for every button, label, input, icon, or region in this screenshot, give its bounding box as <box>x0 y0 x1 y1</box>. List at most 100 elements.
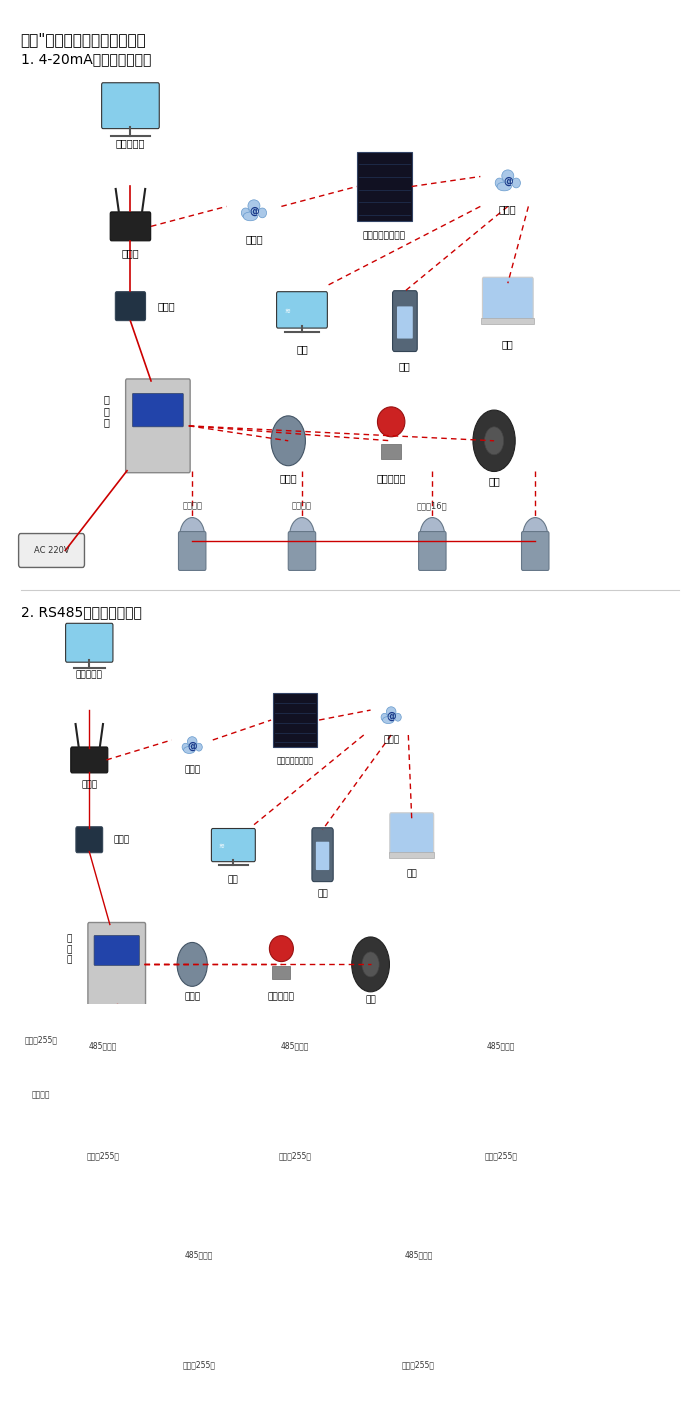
Ellipse shape <box>258 208 267 218</box>
Circle shape <box>35 1103 55 1131</box>
Text: 单机版电脑: 单机版电脑 <box>76 670 103 680</box>
FancyBboxPatch shape <box>482 277 533 321</box>
FancyBboxPatch shape <box>229 1114 251 1145</box>
Text: 1. 4-20mA信号连接系统图: 1. 4-20mA信号连接系统图 <box>21 52 151 66</box>
Text: 通
讯
线: 通 讯 线 <box>104 394 109 428</box>
Text: 可连接255台: 可连接255台 <box>183 1361 216 1369</box>
Text: 信号输出: 信号输出 <box>292 502 312 511</box>
Text: 路由器: 路由器 <box>81 779 97 789</box>
Text: 可连接255台: 可连接255台 <box>484 1151 517 1159</box>
FancyBboxPatch shape <box>326 1324 347 1355</box>
FancyBboxPatch shape <box>94 936 139 965</box>
Text: 互联网: 互联网 <box>245 235 262 245</box>
Ellipse shape <box>497 182 512 191</box>
FancyBboxPatch shape <box>490 1114 512 1145</box>
FancyBboxPatch shape <box>357 152 412 221</box>
Text: 安帕尔网络服务器: 安帕尔网络服务器 <box>363 231 406 241</box>
FancyBboxPatch shape <box>389 851 435 858</box>
Text: 485中继器: 485中继器 <box>486 1041 515 1050</box>
Text: 可连接16个: 可连接16个 <box>417 502 447 511</box>
Text: 485中继器: 485中继器 <box>405 1251 433 1259</box>
Circle shape <box>437 1103 456 1131</box>
FancyBboxPatch shape <box>273 692 317 747</box>
FancyBboxPatch shape <box>479 1057 523 1082</box>
Text: 通
讯
线: 通 讯 线 <box>66 934 71 964</box>
FancyBboxPatch shape <box>339 1114 361 1145</box>
FancyBboxPatch shape <box>284 1114 306 1145</box>
Circle shape <box>491 1313 510 1341</box>
FancyBboxPatch shape <box>92 1114 114 1145</box>
Text: 可连接255台: 可连接255台 <box>402 1361 435 1369</box>
Text: 手机: 手机 <box>399 362 411 371</box>
Text: 声光报警器: 声光报警器 <box>377 473 406 483</box>
FancyBboxPatch shape <box>147 1324 169 1355</box>
FancyBboxPatch shape <box>381 443 402 459</box>
Text: 互联网: 互联网 <box>184 765 200 774</box>
FancyBboxPatch shape <box>19 533 85 567</box>
FancyBboxPatch shape <box>316 841 329 870</box>
Ellipse shape <box>241 208 250 218</box>
FancyBboxPatch shape <box>276 291 328 328</box>
Circle shape <box>177 943 207 986</box>
Text: @: @ <box>188 740 197 751</box>
FancyBboxPatch shape <box>312 827 333 882</box>
Circle shape <box>484 426 504 454</box>
Ellipse shape <box>243 212 258 221</box>
Circle shape <box>93 1313 113 1341</box>
Text: 电脑: 电脑 <box>228 875 239 885</box>
Text: 大众"系列带显示固定式检测仪: 大众"系列带显示固定式检测仪 <box>21 32 146 46</box>
Circle shape <box>362 953 379 976</box>
FancyBboxPatch shape <box>211 829 256 861</box>
Text: 485中继器: 485中继器 <box>89 1041 117 1050</box>
Circle shape <box>258 1313 277 1341</box>
FancyBboxPatch shape <box>545 1114 567 1145</box>
Circle shape <box>230 1103 250 1131</box>
Ellipse shape <box>270 936 293 961</box>
Text: 互联网: 互联网 <box>383 734 399 744</box>
FancyBboxPatch shape <box>178 532 206 570</box>
Text: 电磁阀: 电磁阀 <box>279 473 297 483</box>
Text: 可连接255台: 可连接255台 <box>279 1151 312 1159</box>
Ellipse shape <box>188 737 197 747</box>
Ellipse shape <box>382 716 394 723</box>
Text: 单机版电脑: 单机版电脑 <box>116 139 145 149</box>
FancyBboxPatch shape <box>490 1324 512 1355</box>
FancyBboxPatch shape <box>435 1114 457 1145</box>
Circle shape <box>546 1103 566 1131</box>
Circle shape <box>286 1103 304 1131</box>
Text: 电脑: 电脑 <box>296 345 308 355</box>
Ellipse shape <box>377 407 405 436</box>
Text: 转换器: 转换器 <box>113 836 130 844</box>
Ellipse shape <box>182 743 189 751</box>
FancyBboxPatch shape <box>110 212 150 241</box>
Text: 风机: 风机 <box>488 476 500 485</box>
FancyBboxPatch shape <box>88 923 146 1006</box>
Circle shape <box>340 1103 360 1131</box>
FancyBboxPatch shape <box>76 827 103 853</box>
FancyBboxPatch shape <box>116 291 146 321</box>
FancyBboxPatch shape <box>419 532 446 570</box>
Text: 手机: 手机 <box>317 889 328 899</box>
Text: 安帕尔网络服务器: 安帕尔网络服务器 <box>276 756 314 765</box>
FancyBboxPatch shape <box>150 1114 172 1145</box>
FancyBboxPatch shape <box>288 532 316 570</box>
Circle shape <box>180 518 204 553</box>
Circle shape <box>290 518 314 553</box>
Ellipse shape <box>512 179 520 189</box>
Circle shape <box>327 1313 346 1341</box>
FancyBboxPatch shape <box>397 307 413 339</box>
Circle shape <box>473 409 515 471</box>
FancyBboxPatch shape <box>522 532 549 570</box>
FancyBboxPatch shape <box>380 1324 402 1355</box>
FancyBboxPatch shape <box>66 623 113 663</box>
Text: 485中继器: 485中继器 <box>281 1041 309 1050</box>
FancyBboxPatch shape <box>92 1324 114 1355</box>
Text: 可连接255台: 可连接255台 <box>25 1036 57 1044</box>
Text: @: @ <box>386 711 396 720</box>
Ellipse shape <box>395 713 401 722</box>
FancyBboxPatch shape <box>132 394 183 426</box>
FancyBboxPatch shape <box>202 1324 224 1355</box>
Text: ≋: ≋ <box>218 843 224 850</box>
Circle shape <box>437 1313 456 1341</box>
FancyBboxPatch shape <box>273 1057 317 1082</box>
